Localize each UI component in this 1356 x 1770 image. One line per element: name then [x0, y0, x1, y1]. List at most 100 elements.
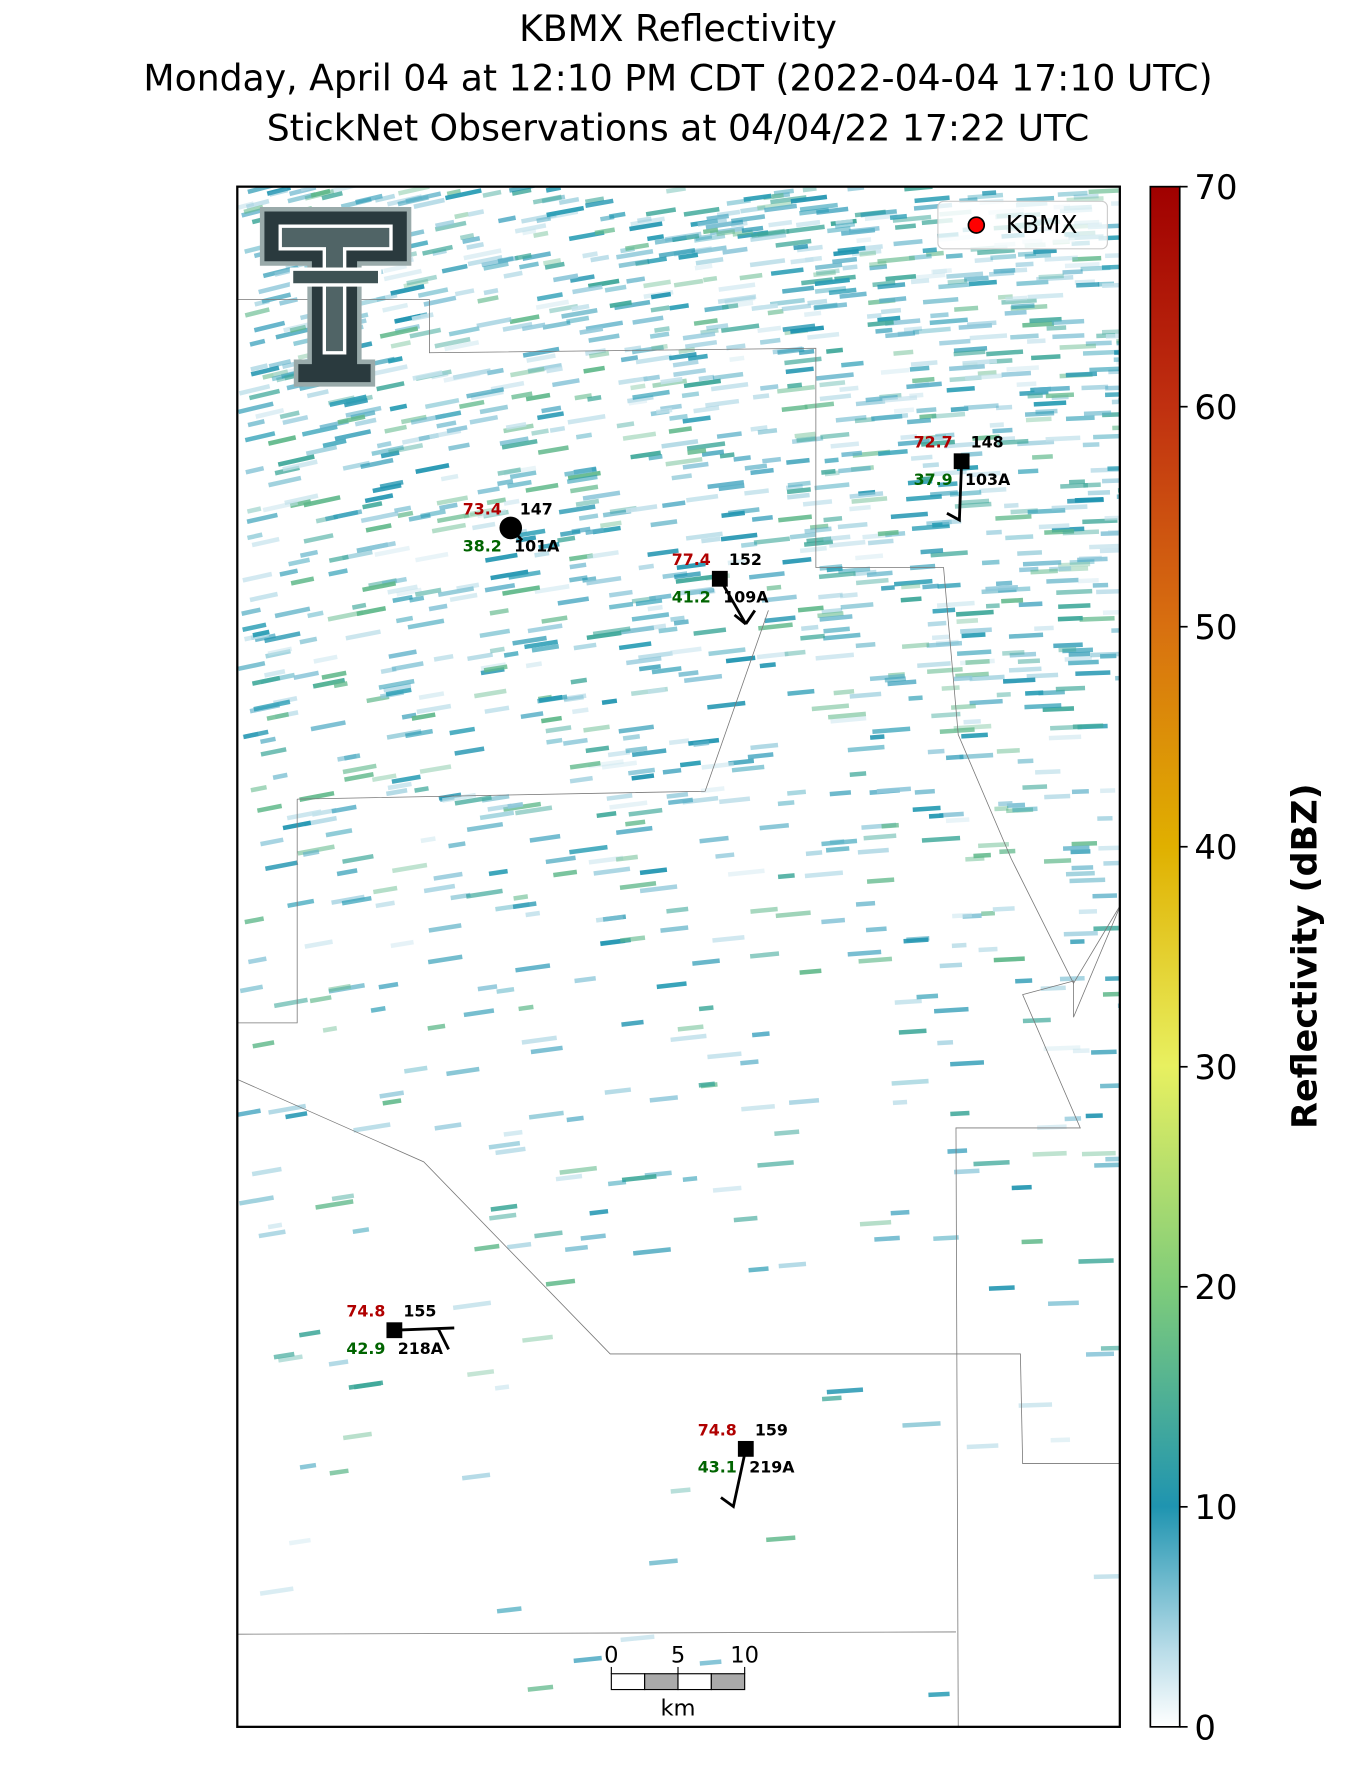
radar-echo: [387, 584, 418, 595]
radar-echo: [829, 539, 866, 548]
radar-echo: [502, 585, 541, 596]
radar-echo: [716, 431, 742, 439]
radar-echo: [365, 523, 392, 533]
radar-echo: [380, 666, 397, 675]
radar-echo: [386, 729, 422, 740]
radar-echo: [807, 298, 828, 306]
county-lines: [237, 299, 1120, 1727]
radar-echo: [978, 946, 998, 953]
radar-echo: [489, 646, 505, 654]
radar-echo: [778, 1261, 807, 1269]
radar-echo: [699, 1659, 722, 1666]
radar-echo: [384, 424, 407, 434]
radar-echo: [488, 868, 508, 877]
radar-echo: [1024, 703, 1062, 710]
radar-echo: [849, 691, 882, 699]
radar-echo: [1101, 329, 1120, 335]
radar-echo: [602, 508, 632, 518]
radar-echo: [1022, 1017, 1051, 1024]
radar-echo: [945, 754, 964, 761]
radar-echo: [563, 694, 584, 703]
radar-echo: [749, 258, 786, 268]
radar-echo: [483, 664, 508, 673]
radar-echo: [712, 371, 744, 381]
radar-echo: [826, 347, 844, 354]
radar-echo: [1070, 939, 1085, 945]
radar-echo: [1114, 349, 1120, 355]
radar-echo: [434, 1122, 462, 1131]
radar-echo: [1008, 666, 1042, 673]
radar-echo: [601, 760, 638, 770]
station-id: 101A: [514, 537, 560, 556]
radar-echo: [922, 297, 959, 305]
radar-echo: [1044, 528, 1075, 535]
radar-echo: [869, 734, 885, 740]
radar-echo: [740, 541, 758, 548]
pressure: 152: [729, 550, 762, 569]
scale-tick-label: 10: [730, 1642, 759, 1668]
radar-echo: [1081, 1150, 1116, 1157]
radar-echo: [352, 1227, 370, 1235]
radar-echo: [303, 495, 341, 508]
radar-echo: [428, 603, 448, 612]
radar-echo: [1098, 845, 1120, 851]
radar-echo: [764, 203, 798, 213]
radar-echo: [406, 274, 438, 286]
radar-echo: [484, 552, 518, 563]
radar-echo: [251, 1166, 282, 1177]
radar-echo: [794, 431, 816, 439]
radar-echo: [266, 712, 290, 721]
radar-echo: [880, 367, 910, 375]
radar-echo: [701, 536, 721, 544]
radar-echo: [1022, 560, 1062, 567]
radar-echo: [1105, 975, 1120, 982]
radar-echo: [509, 470, 537, 480]
radar-echo: [698, 1005, 714, 1012]
radar-echo: [893, 578, 933, 587]
radar-echo: [815, 652, 855, 661]
radar-echo: [546, 737, 563, 745]
radar-echo: [820, 431, 850, 440]
radar-echo: [369, 541, 396, 551]
radar-echo: [889, 213, 908, 220]
radar-echo: [302, 849, 320, 857]
radar-echo: [593, 866, 631, 876]
radar-echo: [1060, 483, 1089, 489]
radar-echo: [564, 1244, 589, 1253]
radar-echo: [607, 1179, 627, 1187]
radar-echo: [245, 465, 265, 475]
radar-echo: [801, 277, 833, 286]
radar-echo: [1075, 670, 1111, 676]
radar-echo: [514, 223, 547, 234]
radar-echo: [279, 297, 298, 306]
radar-echo: [490, 1203, 518, 1212]
radar-echo: [849, 491, 884, 499]
radar-echo: [600, 520, 622, 529]
stations: 73.4 147 38.2 101A 77.4 152 41.2 109A 72.7 148 37.…: [346, 433, 1011, 1477]
radar-echo: [525, 910, 541, 918]
radar-echo: [415, 551, 449, 563]
radar-echo: [602, 914, 627, 922]
radar-echo: [342, 1431, 372, 1441]
radar-echo: [901, 642, 930, 649]
radar-echo: [963, 403, 999, 411]
radar-echo: [930, 312, 949, 319]
radar-echo: [956, 649, 992, 657]
radar-echo: [953, 349, 986, 357]
radar-echo: [813, 270, 836, 278]
radar-echo: [260, 837, 284, 847]
radar-echo: [811, 703, 850, 712]
colorbar-label: Reflectivity (dBZ): [1284, 783, 1325, 1129]
radar-echo: [656, 981, 687, 990]
radar-echo: [757, 325, 782, 334]
radar-echo: [1062, 269, 1083, 275]
radar-echo: [405, 728, 434, 739]
radar-echo: [601, 698, 618, 705]
radar-echo: [1092, 893, 1118, 899]
radar-echo: [910, 360, 938, 367]
radar-echo: [864, 213, 898, 222]
radar-echo: [649, 1095, 679, 1103]
radar-echo: [549, 425, 566, 433]
radar-echo: [1079, 616, 1115, 622]
radar-echo: [505, 421, 527, 430]
